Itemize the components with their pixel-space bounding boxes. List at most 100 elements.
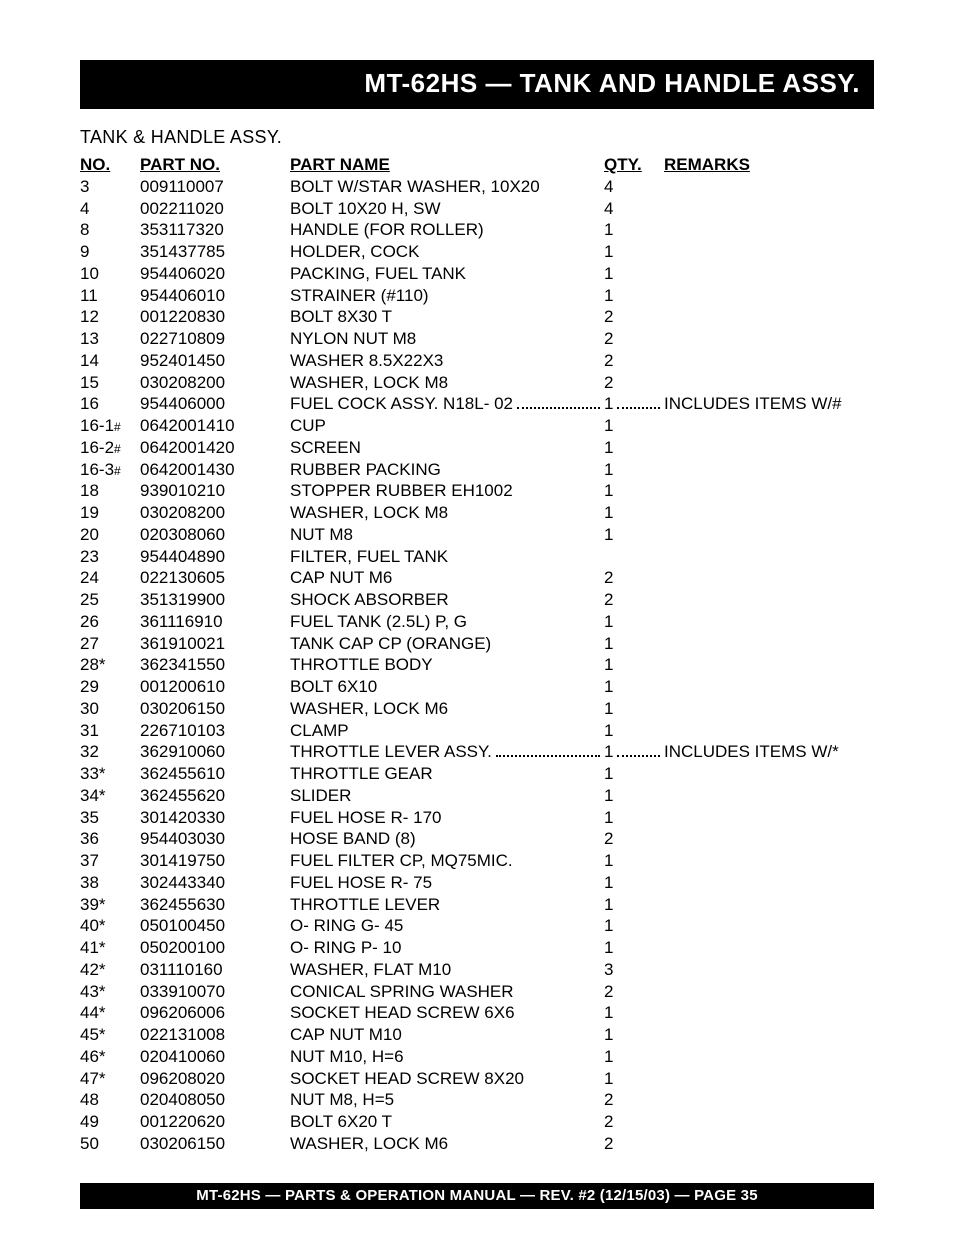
cell-part-name: FUEL HOSE R- 75 <box>290 872 604 894</box>
no-suffix: * <box>99 764 106 783</box>
cell-part-no: 301419750 <box>140 850 290 872</box>
table-row: 30030206150WASHER, LOCK M61 <box>80 698 874 720</box>
cell-qty: 1 <box>604 698 664 720</box>
cell-qty: 1 <box>604 611 664 633</box>
no-value: 23 <box>80 547 99 566</box>
cell-qty: 1 <box>604 1002 664 1024</box>
leader-dots <box>617 397 660 409</box>
table-header-row: NO. PART NO. PART NAME QTY. REMARKS <box>80 154 874 176</box>
no-value: 15 <box>80 373 99 392</box>
no-value: 25 <box>80 590 99 609</box>
cell-qty: 2 <box>604 350 664 372</box>
cell-part-no: 001220830 <box>140 306 290 328</box>
cell-part-name: WASHER, LOCK M8 <box>290 502 604 524</box>
table-row: 15030208200WASHER, LOCK M82 <box>80 372 874 394</box>
cell-part-no: 954406000 <box>140 393 290 415</box>
title-bar: MT-62HS — TANK AND HANDLE ASSY. <box>80 60 874 109</box>
cell-no: 46* <box>80 1046 140 1068</box>
no-value: 14 <box>80 351 99 370</box>
no-value: 19 <box>80 503 99 522</box>
no-value: 38 <box>80 873 99 892</box>
cell-no: 15 <box>80 372 140 394</box>
cell-no: 4 <box>80 198 140 220</box>
cell-qty: 1 <box>604 807 664 829</box>
cell-part-name: WASHER, LOCK M8 <box>290 372 604 394</box>
no-value: 16-3 <box>80 460 114 479</box>
cell-part-name: NYLON NUT M8 <box>290 328 604 350</box>
footer-bar: MT-62HS — PARTS & OPERATION MANUAL — REV… <box>80 1183 874 1209</box>
cell-qty: 4 <box>604 176 664 198</box>
cell-qty: 1 <box>604 633 664 655</box>
cell-no: 24 <box>80 567 140 589</box>
leader-dots <box>496 745 600 757</box>
cell-part-name: FILTER, FUEL TANK <box>290 546 604 568</box>
no-suffix: * <box>99 895 106 914</box>
cell-part-no: 361910021 <box>140 633 290 655</box>
cell-no: 45* <box>80 1024 140 1046</box>
no-suffix: * <box>99 982 106 1001</box>
cell-part-name: STRAINER (#110) <box>290 285 604 307</box>
no-value: 28 <box>80 655 99 674</box>
cell-qty: 1 <box>604 872 664 894</box>
cell-part-name: HOLDER, COCK <box>290 241 604 263</box>
cell-part-name: BOLT 6X10 <box>290 676 604 698</box>
cell-no: 16 <box>80 393 140 415</box>
cell-part-name: HANDLE (FOR ROLLER) <box>290 219 604 241</box>
qty-value: 1 <box>604 741 613 763</box>
cell-part-name: CLAMP <box>290 720 604 742</box>
no-value: 33 <box>80 764 99 783</box>
hdr-remarks: REMARKS <box>664 154 874 176</box>
cell-no: 25 <box>80 589 140 611</box>
table-row: 46*020410060NUT M10, H=61 <box>80 1046 874 1068</box>
table-row: 16954406000FUEL COCK ASSY. N18L- 021INCL… <box>80 393 874 415</box>
cell-qty: 2 <box>604 981 664 1003</box>
no-suffix: * <box>99 916 106 935</box>
table-row: 45*022131008CAP NUT M101 <box>80 1024 874 1046</box>
cell-part-name: HOSE BAND (8) <box>290 828 604 850</box>
cell-part-no: 022130605 <box>140 567 290 589</box>
cell-qty: 2 <box>604 1089 664 1111</box>
no-suffix: # <box>114 464 121 478</box>
no-suffix: * <box>99 655 106 674</box>
no-value: 50 <box>80 1134 99 1153</box>
no-value: 13 <box>80 329 99 348</box>
cell-qty: 1 <box>604 1046 664 1068</box>
cell-qty: 1 <box>604 502 664 524</box>
cell-no: 43* <box>80 981 140 1003</box>
cell-part-name: BOLT 8X30 T <box>290 306 604 328</box>
cell-part-name: STOPPER RUBBER EH1002 <box>290 480 604 502</box>
cell-part-name: THROTTLE GEAR <box>290 763 604 785</box>
no-value: 49 <box>80 1112 99 1131</box>
cell-qty: 1 <box>604 437 664 459</box>
cell-no: 30 <box>80 698 140 720</box>
cell-no: 38 <box>80 872 140 894</box>
no-value: 46 <box>80 1047 99 1066</box>
no-suffix: * <box>99 938 106 957</box>
no-suffix: * <box>99 1003 106 1022</box>
no-value: 26 <box>80 612 99 631</box>
cell-qty: 1 <box>604 459 664 481</box>
no-value: 40 <box>80 916 99 935</box>
cell-part-name: RUBBER PACKING <box>290 459 604 481</box>
cell-part-name: CAP NUT M6 <box>290 567 604 589</box>
cell-qty: 1 <box>604 741 664 763</box>
no-value: 43 <box>80 982 99 1001</box>
no-value: 29 <box>80 677 99 696</box>
no-suffix: * <box>99 1047 106 1066</box>
cell-part-no: 939010210 <box>140 480 290 502</box>
title-text: MT-62HS — TANK AND HANDLE ASSY. <box>364 68 860 98</box>
cell-qty: 1 <box>604 850 664 872</box>
table-row: 31226710103CLAMP1 <box>80 720 874 742</box>
cell-part-name: THROTTLE LEVER ASSY. <box>290 741 604 763</box>
cell-part-name: O- RING P- 10 <box>290 937 604 959</box>
cell-no: 29 <box>80 676 140 698</box>
cell-part-no: 030206150 <box>140 698 290 720</box>
cell-qty: 2 <box>604 328 664 350</box>
table-row: 16-2#0642001420SCREEN1 <box>80 437 874 459</box>
no-value: 36 <box>80 829 99 848</box>
page: MT-62HS — TANK AND HANDLE ASSY. TANK & H… <box>0 0 954 1249</box>
no-value: 9 <box>80 242 89 261</box>
cell-no: 23 <box>80 546 140 568</box>
cell-part-no: 361116910 <box>140 611 290 633</box>
cell-qty: 2 <box>604 567 664 589</box>
